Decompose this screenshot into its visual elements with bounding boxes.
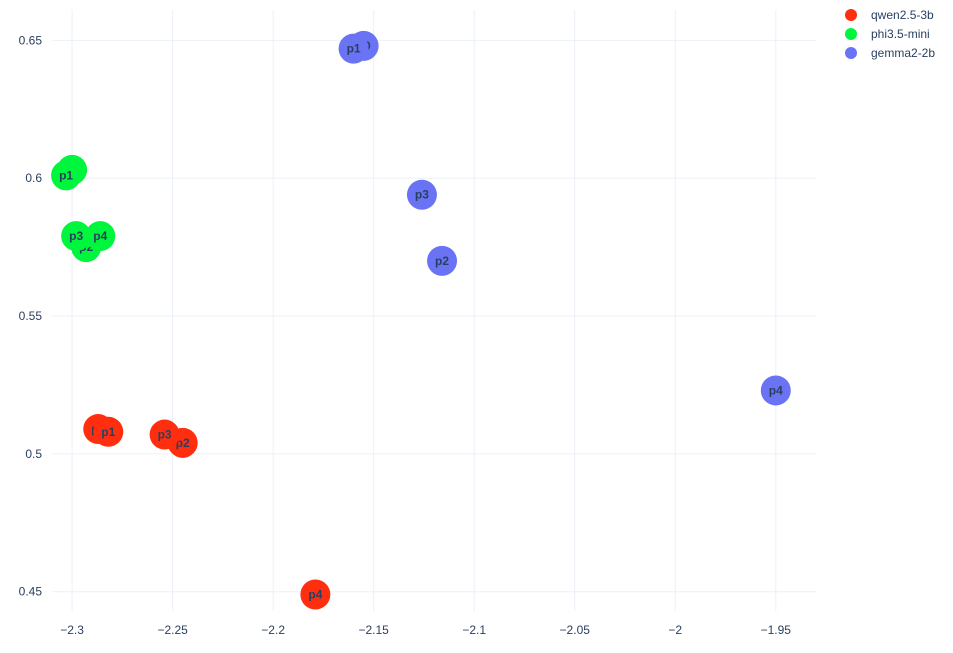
series-phi3.5-mini: p0p1p2p3p4	[51, 154, 116, 263]
scatter-point[interactable]	[338, 33, 369, 64]
point-label: p3	[158, 428, 172, 442]
point-label: p2	[176, 436, 190, 450]
y-tick-label: 0.6	[25, 171, 42, 185]
legend-item[interactable]: qwen2.5-3b	[845, 8, 934, 22]
point-label: p1	[347, 42, 361, 56]
scatter-point[interactable]	[93, 416, 124, 447]
x-tick-label: −1.95	[761, 623, 792, 637]
point-label: p1	[101, 425, 115, 439]
x-tick-label: −2.3	[60, 623, 84, 637]
y-tick-label: 0.5	[25, 447, 42, 461]
legend-label: gemma2-2b	[871, 46, 935, 60]
legend-item[interactable]: gemma2-2b	[845, 46, 935, 60]
legend-label: phi3.5-mini	[871, 27, 930, 41]
x-tick-label: −2.1	[462, 623, 486, 637]
scatter-point[interactable]	[427, 245, 458, 276]
scatter-point[interactable]	[51, 160, 82, 191]
x-tick-label: −2.2	[261, 623, 285, 637]
legend-item[interactable]: phi3.5-mini	[845, 27, 930, 41]
x-tick-label: −2.15	[358, 623, 389, 637]
point-label: p4	[308, 587, 322, 601]
point-label: p2	[435, 254, 449, 268]
legend[interactable]: qwen2.5-3b phi3.5-mini gemma2-2b	[845, 8, 935, 60]
axis-layer: −2.3 −2.25 −2.2 −2.15 −2.1 −2.05 −2 −1.95 0.45 0.…	[19, 33, 792, 637]
legend-marker	[845, 28, 857, 40]
series-qwen2.5-3b: p0p1p2p3p4	[83, 414, 331, 610]
scatter-point[interactable]	[61, 221, 92, 252]
x-tick-label: −2.25	[157, 623, 188, 637]
point-label: p4	[769, 383, 783, 397]
x-tick-label: −2.05	[560, 623, 591, 637]
legend-label: qwen2.5-3b	[871, 8, 934, 22]
scatter-point[interactable]	[760, 375, 791, 406]
legend-marker	[845, 47, 857, 59]
point-layer: p0p1p2p3p4p0p1p2p3p4p0p1p2p3p4	[51, 30, 791, 610]
point-label: p1	[59, 168, 73, 182]
y-tick-label: 0.55	[19, 309, 43, 323]
y-tick-label: 0.45	[19, 585, 43, 599]
scatter-point[interactable]	[85, 221, 116, 252]
scatter-point[interactable]	[149, 419, 180, 450]
grid-layer	[52, 10, 816, 611]
x-tick-label: −2	[668, 623, 682, 637]
point-label: p4	[93, 229, 107, 243]
point-label: p3	[69, 229, 83, 243]
legend-marker	[845, 9, 857, 21]
point-label: p3	[415, 188, 429, 202]
y-tick-label: 0.65	[19, 33, 43, 47]
scatter-point[interactable]	[300, 579, 331, 610]
series-gemma2-2b: p0p1p2p3p4	[338, 30, 791, 406]
scatter-point[interactable]	[406, 179, 437, 210]
